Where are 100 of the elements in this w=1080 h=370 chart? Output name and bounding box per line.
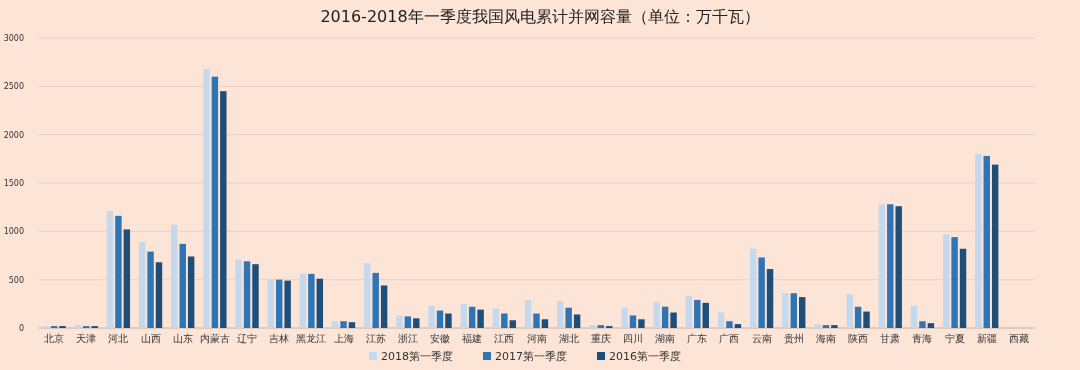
x-tick-label: 天津 <box>76 333 97 344</box>
bar <box>951 237 958 328</box>
bar <box>959 248 967 328</box>
legend-label: 2018第一季度 <box>381 350 453 363</box>
bar <box>991 164 999 328</box>
bar <box>203 68 210 328</box>
x-tick-label: 安徽 <box>430 333 451 344</box>
bar <box>267 279 274 328</box>
x-tick-label: 内蒙古 <box>199 333 230 344</box>
bar <box>975 154 982 328</box>
chart-title: 2016-2018年一季度我国风电累计并网容量（单位：万千瓦） <box>320 7 760 26</box>
x-tick-label: 新疆 <box>976 333 997 344</box>
bar <box>854 306 862 328</box>
bar <box>331 321 339 328</box>
y-tick-label: 2000 <box>3 130 24 140</box>
bar <box>734 324 742 328</box>
x-tick-label: 山西 <box>140 333 161 344</box>
bar <box>115 215 122 328</box>
bar <box>155 262 163 328</box>
x-tick-label: 云南 <box>751 333 772 344</box>
bar <box>863 311 870 328</box>
x-tick-label: 北京 <box>44 333 65 344</box>
bar <box>299 273 307 328</box>
bar <box>284 280 291 328</box>
x-tick-label: 贵州 <box>783 333 804 344</box>
legend-label: 2017第一季度 <box>495 350 567 363</box>
bar <box>477 309 484 328</box>
x-tick-label: 湖北 <box>558 333 579 344</box>
bar <box>565 307 572 328</box>
bar <box>428 305 435 328</box>
bar <box>404 316 412 328</box>
bar <box>364 263 371 328</box>
x-tick-label: 吉林 <box>269 333 290 344</box>
bar <box>468 306 476 328</box>
bar <box>782 293 789 328</box>
bar <box>436 310 444 328</box>
bar <box>790 293 798 328</box>
bar <box>621 307 628 328</box>
bar <box>694 299 701 328</box>
bar <box>653 301 660 328</box>
bar <box>629 315 637 328</box>
bar <box>589 325 596 328</box>
bar <box>557 300 564 328</box>
x-tick-label: 重庆 <box>590 333 611 344</box>
bar <box>235 259 242 328</box>
bar <box>501 313 508 328</box>
x-tick-label: 浙江 <box>397 333 418 344</box>
x-tick-label: 河南 <box>526 333 547 344</box>
y-tick-label: 1000 <box>3 227 24 237</box>
x-tick-label: 宁夏 <box>944 333 965 344</box>
bar <box>533 313 540 328</box>
y-tick-label: 500 <box>8 275 24 285</box>
bar <box>983 155 990 328</box>
bar <box>123 229 131 328</box>
x-tick-label: 青海 <box>912 333 933 344</box>
bar <box>74 325 82 328</box>
bar <box>541 319 549 328</box>
bar <box>211 76 219 328</box>
bar <box>749 248 757 328</box>
y-tick-label: 1500 <box>3 179 24 188</box>
bar <box>509 320 516 328</box>
bar <box>492 308 500 328</box>
bar <box>380 285 388 328</box>
bar <box>846 294 853 328</box>
bar <box>396 315 403 328</box>
bar <box>179 243 186 328</box>
bar <box>638 319 645 328</box>
bar <box>661 306 669 328</box>
legend-label: 2016第一季度 <box>609 350 681 363</box>
bar <box>308 273 315 328</box>
bar <box>252 264 259 328</box>
bar <box>726 321 733 328</box>
bar <box>814 324 821 328</box>
x-tick-label: 福建 <box>462 333 483 344</box>
bar <box>910 305 918 328</box>
bar <box>445 313 452 328</box>
bar <box>187 256 195 328</box>
y-tick-label: 2500 <box>3 82 24 92</box>
x-tick-label: 甘肃 <box>880 333 901 344</box>
bar <box>799 297 806 328</box>
x-tick-label: 四川 <box>622 333 643 344</box>
x-tick-label: 广东 <box>687 333 708 344</box>
bar <box>927 323 935 328</box>
bar <box>147 251 154 328</box>
x-tick-label: 陕西 <box>848 333 869 344</box>
bar <box>942 234 950 328</box>
bar <box>138 241 146 328</box>
bar <box>243 261 251 328</box>
bar <box>372 272 379 328</box>
bar <box>685 296 693 328</box>
bar <box>895 206 902 328</box>
x-tick-label: 山东 <box>172 333 193 344</box>
bar <box>717 312 725 328</box>
bar <box>831 325 838 328</box>
bar <box>766 269 774 328</box>
x-tick-label: 黑龙江 <box>296 333 327 344</box>
bar <box>878 204 886 328</box>
bar <box>822 325 830 328</box>
x-tick-label: 辽宁 <box>237 333 258 344</box>
bar <box>106 211 114 328</box>
